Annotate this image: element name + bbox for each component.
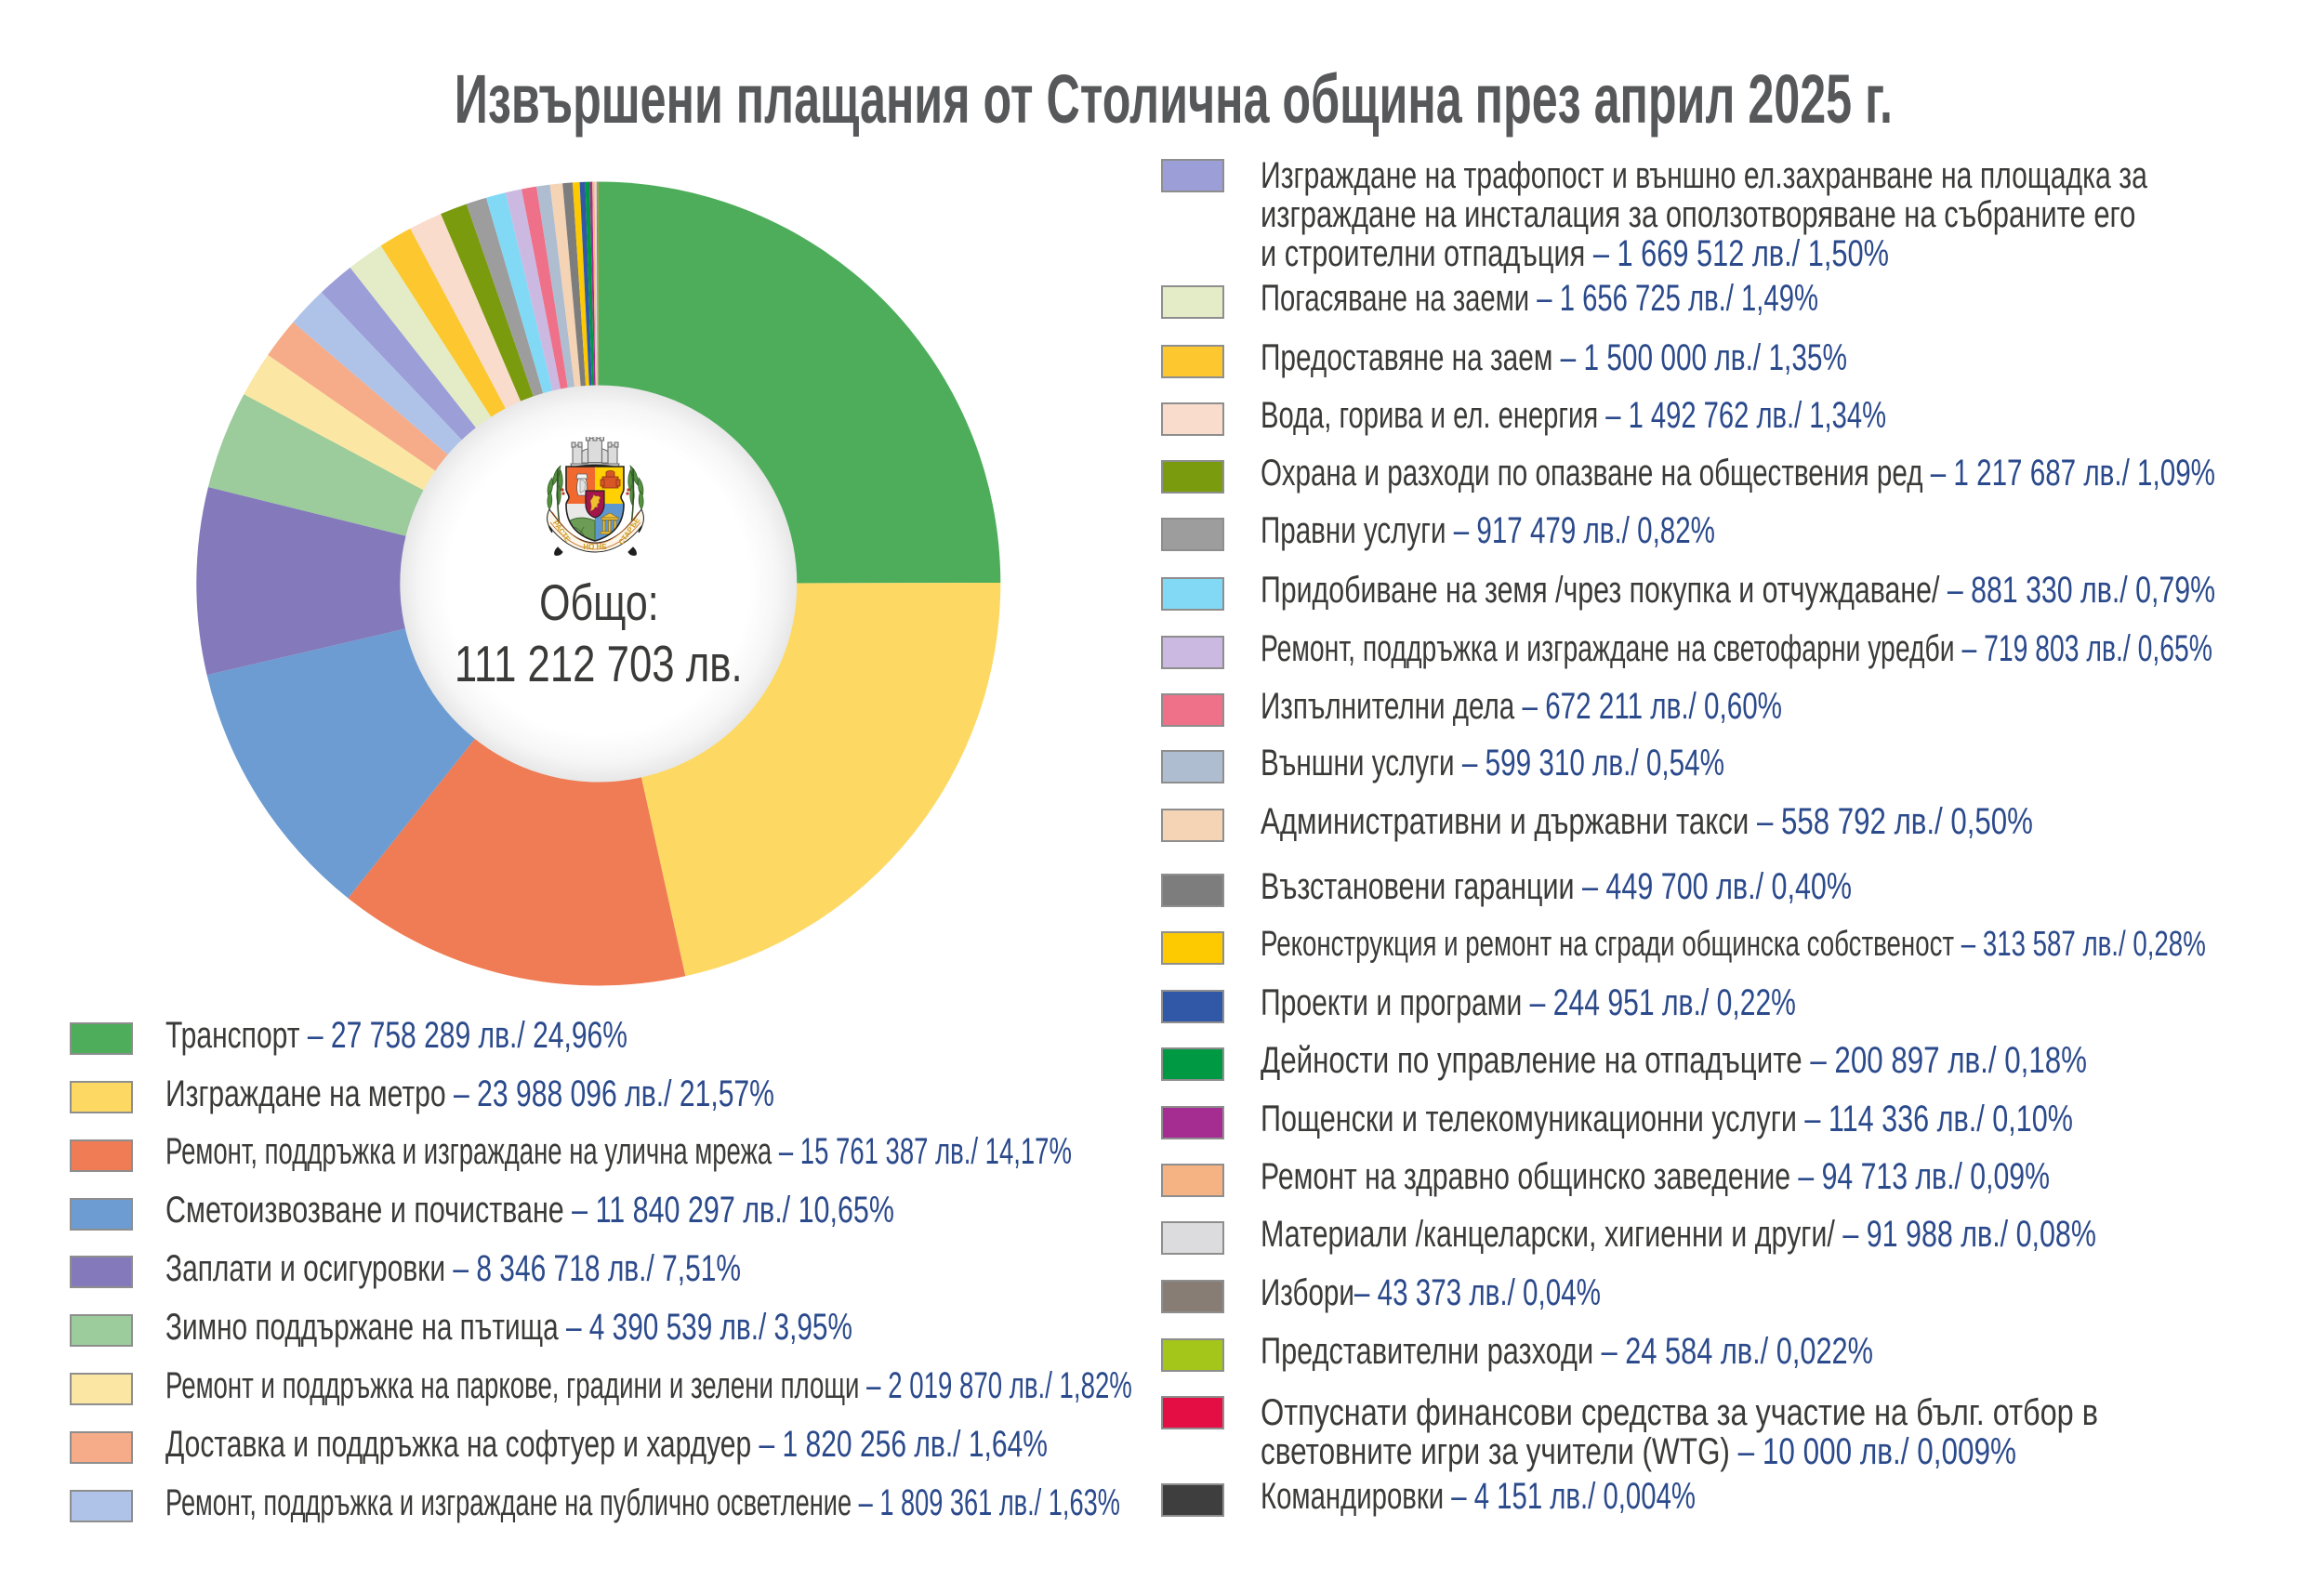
svg-text:НО НЕ: НО НЕ	[583, 543, 607, 551]
